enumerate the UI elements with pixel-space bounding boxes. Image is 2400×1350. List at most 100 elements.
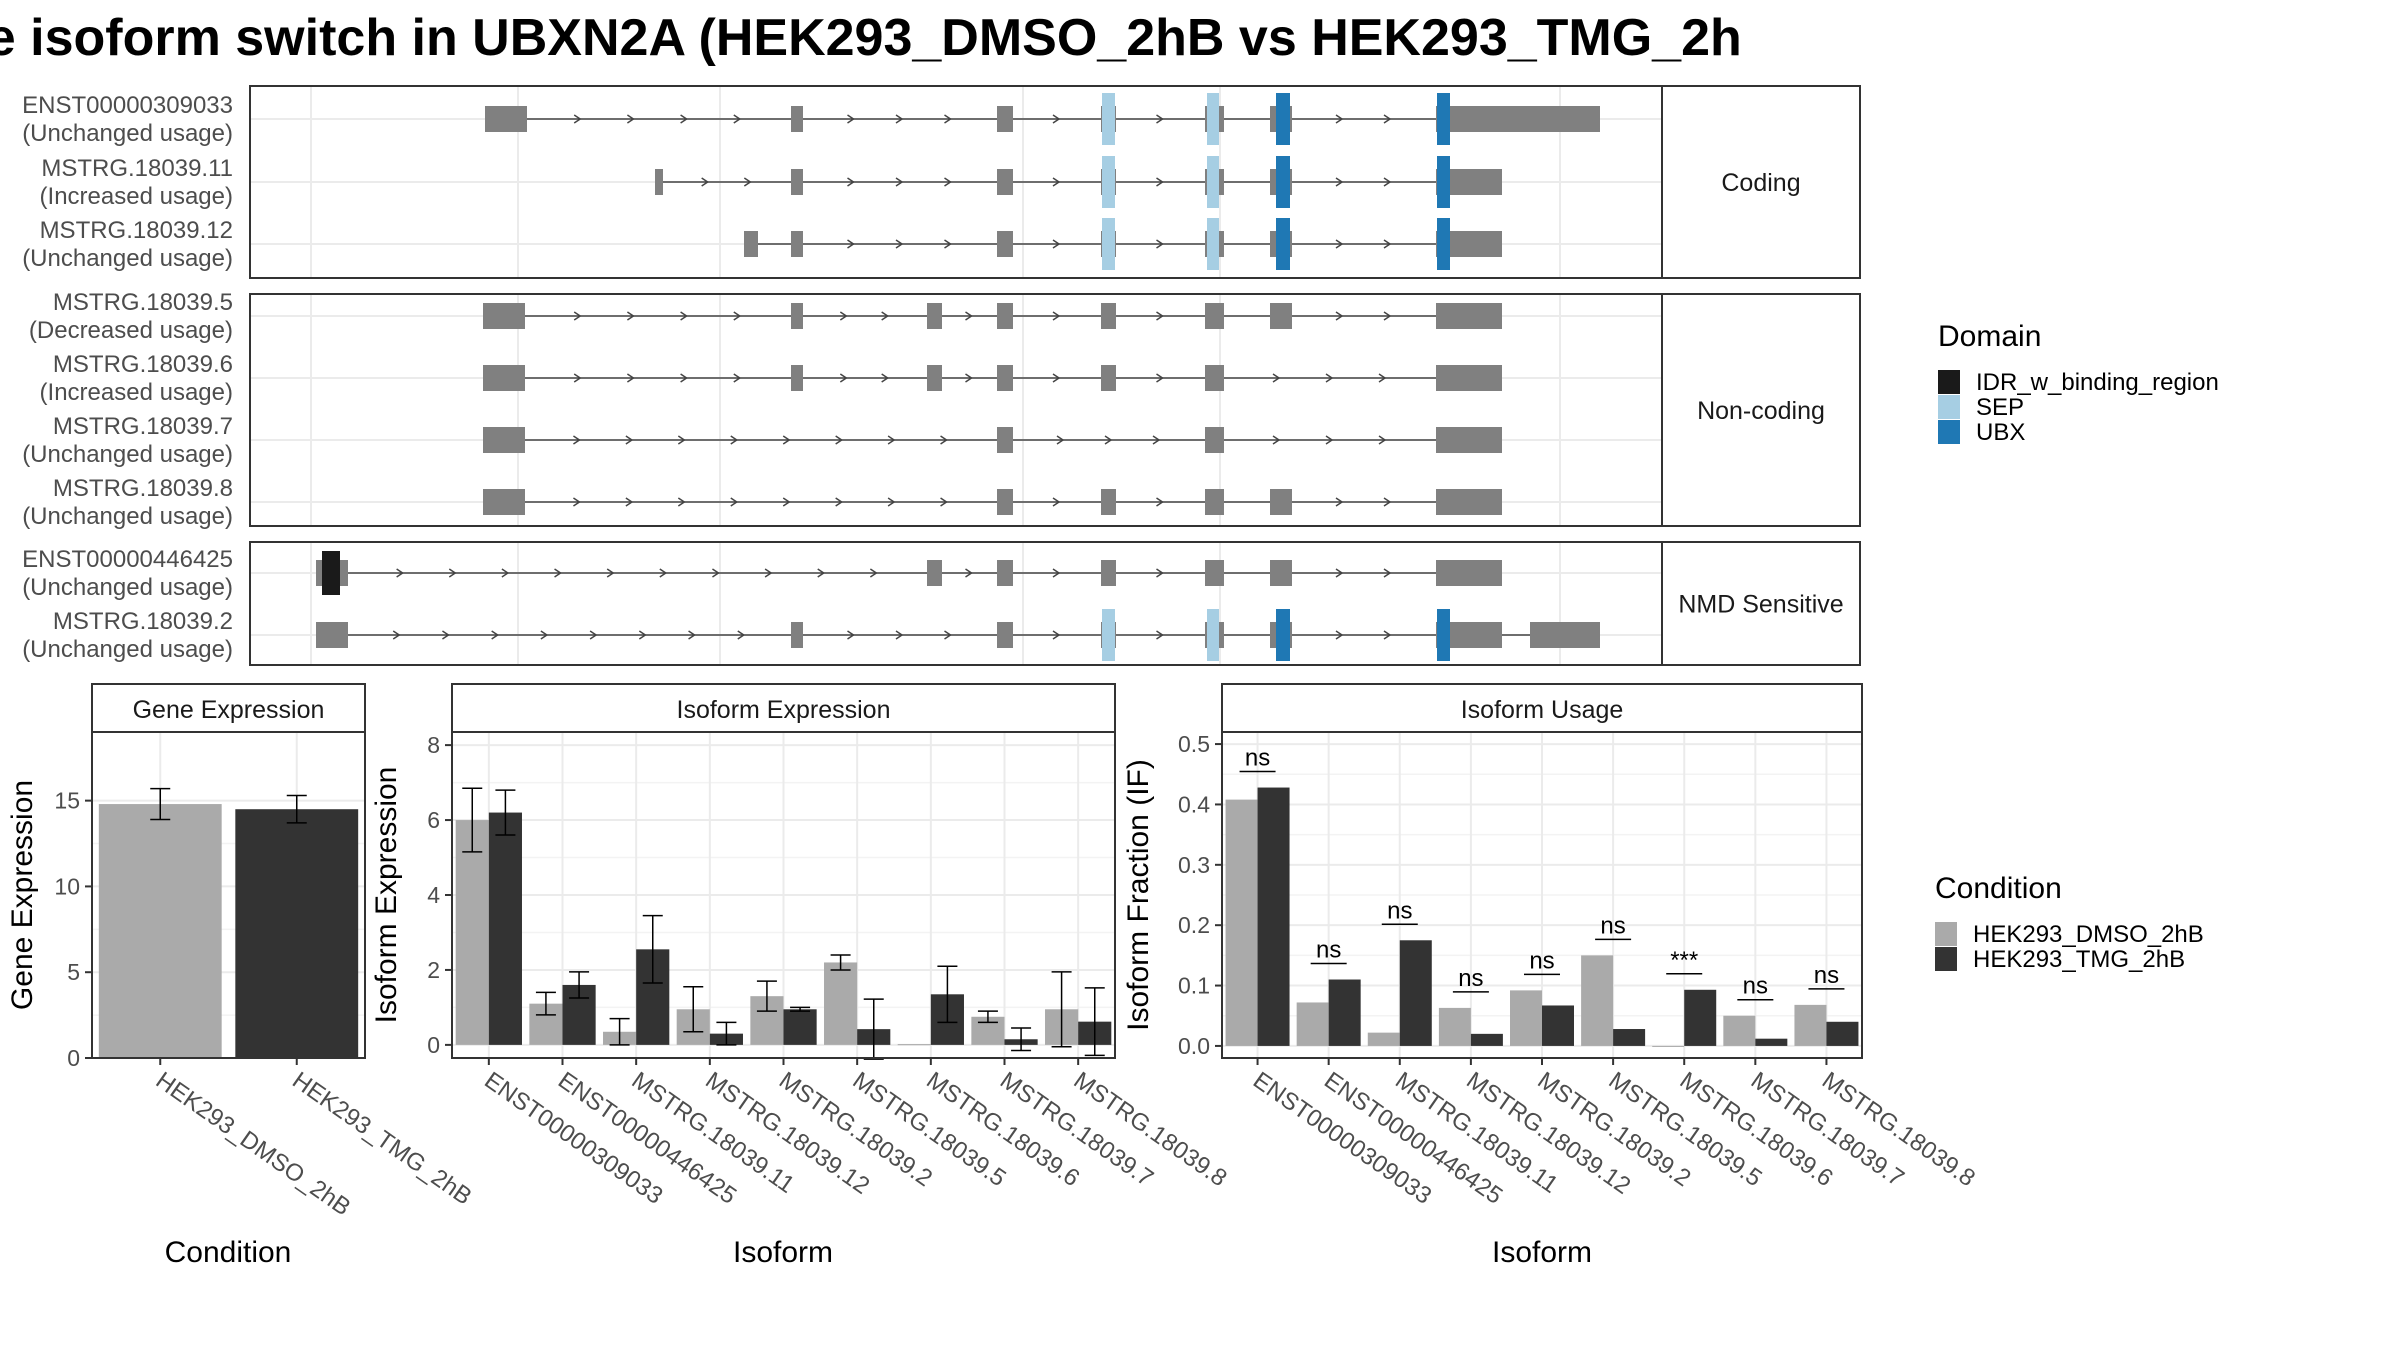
- intron-arrow: [887, 497, 896, 507]
- intron-arrow: [1335, 497, 1344, 507]
- intron-arrow: [1056, 435, 1065, 445]
- exon: [1205, 427, 1224, 453]
- significance-label: ns: [1743, 973, 1768, 1000]
- structure-strip: [1661, 85, 1861, 279]
- transcript-id: ENST00000446425: [22, 546, 233, 573]
- domain-sep: [1207, 156, 1219, 208]
- transcript-row: MSTRG.18039.8(Unchanged usage): [22, 475, 1502, 530]
- transcript-row: MSTRG.18039.12(Unchanged usage): [22, 217, 1502, 272]
- domain-sep: [1102, 93, 1115, 145]
- transcript-id: MSTRG.18039.2: [53, 608, 233, 635]
- transcript-row: ENST00000446425(Unchanged usage): [22, 546, 1502, 601]
- intron-arrow: [944, 177, 952, 187]
- chart-strip: [451, 683, 1116, 733]
- intron-arrow: [1104, 435, 1113, 445]
- intron-arrow: [944, 239, 952, 249]
- significance-label: ns: [1814, 962, 1839, 989]
- y-tick-label: 15: [54, 788, 80, 814]
- intron-arrow: [733, 373, 742, 383]
- legend-title: Domain: [1938, 320, 2041, 353]
- legend-swatch: [1938, 395, 1960, 419]
- x-axis-label: Condition: [165, 1236, 292, 1269]
- exon: [1205, 365, 1224, 391]
- intron-arrow: [573, 311, 582, 321]
- intron-arrow: [965, 568, 973, 578]
- transcript-id: MSTRG.18039.5: [53, 289, 233, 316]
- exon: [927, 560, 942, 586]
- chart-isoform-usage: ns ns ns ns ns ns *** ns ns Isoform Usage 0.0 0.1 0.…: [1122, 683, 1980, 1269]
- transcript-id: MSTRG.18039.12: [40, 217, 233, 244]
- intron-arrow: [1156, 630, 1164, 640]
- exon: [997, 427, 1013, 453]
- bar: [783, 1009, 817, 1045]
- bar: [1257, 787, 1290, 1046]
- transcript-usage: (Unchanged usage): [22, 503, 233, 530]
- exon: [927, 365, 942, 391]
- exon: [1270, 560, 1292, 586]
- exon: [791, 169, 803, 195]
- domain-ubx: [1276, 609, 1290, 661]
- significance-label: ns: [1600, 912, 1625, 939]
- exon: [485, 106, 525, 132]
- intron-arrow: [638, 630, 647, 640]
- bar: [1542, 1005, 1574, 1046]
- intron-arrow: [847, 630, 855, 640]
- exon: [1101, 365, 1116, 391]
- intron-arrow: [1156, 239, 1164, 249]
- exon: [1436, 560, 1502, 586]
- intron-arrow: [589, 630, 598, 640]
- transcript-row: MSTRG.18039.6(Increased usage): [40, 351, 1502, 406]
- bar: [1652, 1045, 1685, 1047]
- intron-arrow: [712, 568, 720, 578]
- y-tick-label: 5: [67, 959, 80, 985]
- bar: [1399, 940, 1432, 1046]
- intron-arrow: [869, 568, 878, 578]
- intron-arrow: [1383, 568, 1392, 578]
- intron-arrow: [1272, 373, 1281, 383]
- chart-title: Isoform Expression: [677, 696, 891, 724]
- exon: [997, 622, 1013, 648]
- transcript-usage: (Unchanged usage): [22, 574, 233, 601]
- bar: [1581, 955, 1614, 1046]
- intron-arrow: [940, 435, 948, 445]
- intron-arrow: [1378, 435, 1387, 445]
- intron-arrow: [392, 630, 401, 640]
- exon: [483, 365, 525, 391]
- bar: [98, 804, 222, 1058]
- y-tick-label: 4: [427, 882, 440, 908]
- transcript-id: ENST00000309033: [22, 92, 233, 119]
- intron-arrow: [1383, 239, 1392, 249]
- intron-arrow: [659, 568, 668, 578]
- intron-arrow: [448, 568, 457, 578]
- domain-sep: [1207, 609, 1219, 661]
- intron-arrow: [1052, 568, 1061, 578]
- domain-ubx: [1437, 93, 1450, 145]
- exon: [997, 560, 1013, 586]
- intron-arrow: [944, 114, 952, 124]
- chart-gene-expression: Gene Expression051015HEK293_DMSO_2hBHEK2…: [6, 683, 477, 1269]
- x-axis-label: Isoform: [733, 1236, 833, 1269]
- intron-arrow: [1378, 373, 1387, 383]
- y-tick-label: 10: [54, 873, 80, 899]
- legend-swatch: [1935, 922, 1957, 946]
- intron-arrow: [1383, 630, 1392, 640]
- domain-sep: [1207, 218, 1219, 270]
- legend-swatch: [1938, 370, 1960, 394]
- exon: [997, 106, 1013, 132]
- domain-sep: [1207, 93, 1219, 145]
- bar: [1470, 1033, 1503, 1046]
- exon: [655, 169, 663, 195]
- intron-arrow: [764, 568, 773, 578]
- intron-arrow: [1156, 497, 1164, 507]
- intron-arrow: [680, 311, 688, 321]
- exon: [997, 169, 1013, 195]
- intron-arrow: [944, 630, 952, 640]
- intron-arrow: [573, 373, 582, 383]
- chart-strip: [1221, 683, 1863, 733]
- transcript-row: MSTRG.18039.2(Unchanged usage): [22, 608, 1600, 663]
- exon: [791, 622, 803, 648]
- y-tick-label: 0.0: [1178, 1033, 1210, 1059]
- exon: [997, 365, 1013, 391]
- bar: [235, 809, 359, 1058]
